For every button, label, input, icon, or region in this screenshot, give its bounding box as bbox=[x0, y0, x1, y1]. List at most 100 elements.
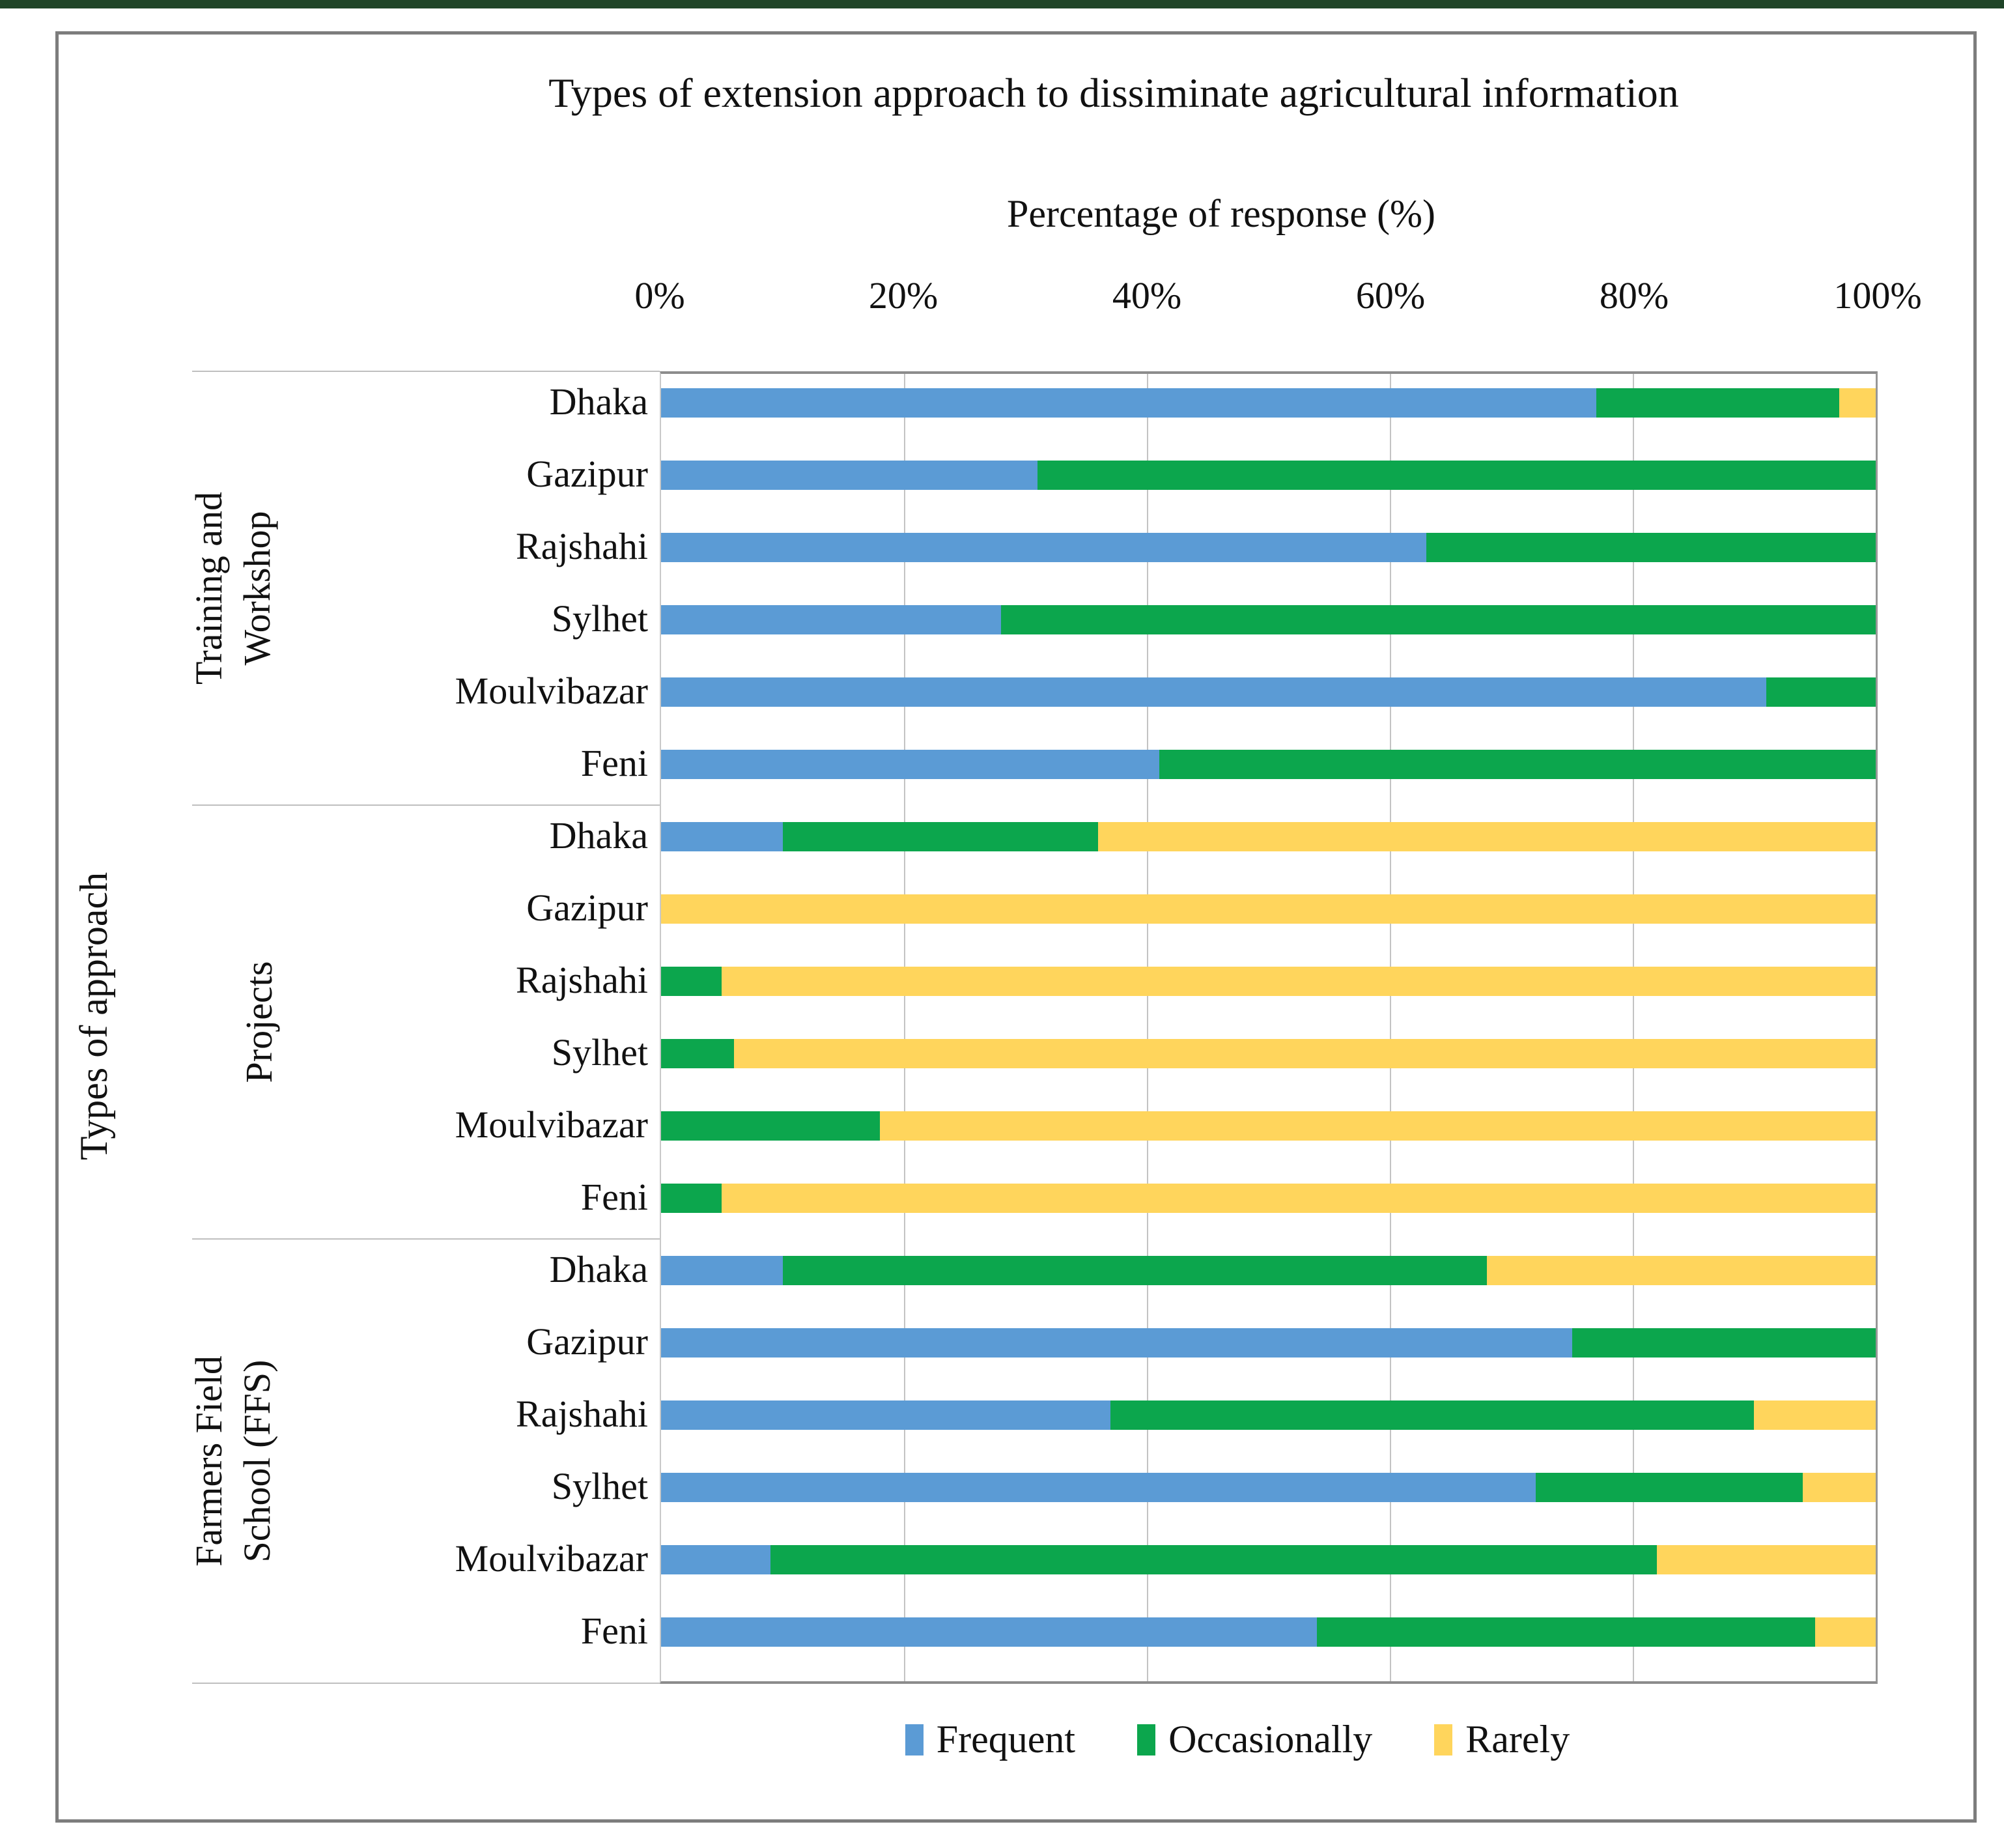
x-tick-label: 60% bbox=[1355, 274, 1426, 317]
bar-segment-occasionally bbox=[1766, 677, 1876, 707]
x-tick-label: 40% bbox=[1112, 274, 1182, 317]
bar-row bbox=[661, 1039, 1876, 1068]
bar-row bbox=[661, 533, 1876, 562]
group-label: Training and Workshop bbox=[188, 492, 278, 685]
gridline bbox=[1147, 374, 1148, 1681]
bar-row bbox=[661, 750, 1876, 779]
bar-segment-rarely bbox=[1657, 1545, 1876, 1574]
bar-segment-rarely bbox=[1487, 1256, 1876, 1285]
bar-row bbox=[661, 1328, 1876, 1358]
bar-row bbox=[661, 967, 1876, 996]
bar-segment-frequent bbox=[661, 1545, 770, 1574]
category-label: Moulvibazar bbox=[455, 669, 648, 712]
category-label: Sylhet bbox=[551, 597, 648, 640]
bar-segment-frequent bbox=[661, 677, 1767, 707]
bar-row bbox=[661, 677, 1876, 707]
legend-swatch-rarely bbox=[1434, 1724, 1453, 1756]
legend-swatch-occasionally bbox=[1137, 1724, 1156, 1756]
bar-segment-frequent bbox=[661, 1256, 783, 1285]
category-label: Sylhet bbox=[551, 1031, 648, 1073]
bar-segment-occasionally bbox=[1317, 1617, 1815, 1647]
legend-item: Occasionally bbox=[1137, 1717, 1372, 1762]
gridline bbox=[1390, 374, 1391, 1681]
bar-segment-rarely bbox=[722, 1184, 1876, 1213]
bar-row bbox=[661, 388, 1876, 418]
category-label: Moulvibazar bbox=[455, 1103, 648, 1146]
top-border-strip bbox=[0, 0, 2004, 8]
bar-segment-frequent bbox=[661, 461, 1038, 490]
bar-row bbox=[661, 1111, 1876, 1141]
x-tick-label: 100% bbox=[1833, 274, 1922, 317]
bar-segment-occasionally bbox=[782, 1256, 1488, 1285]
bar-segment-frequent bbox=[661, 1400, 1111, 1430]
gridline bbox=[904, 374, 905, 1681]
bar-segment-rarely bbox=[1754, 1400, 1876, 1430]
legend-item: Rarely bbox=[1434, 1717, 1570, 1762]
bar-segment-occasionally bbox=[770, 1545, 1658, 1574]
bar-row bbox=[661, 1184, 1876, 1213]
bar-segment-frequent bbox=[661, 388, 1597, 418]
bar-segment-occasionally bbox=[661, 1111, 880, 1141]
legend-label: Frequent bbox=[936, 1718, 1076, 1761]
bar-segment-frequent bbox=[661, 605, 1002, 634]
category-label: Feni bbox=[580, 1175, 648, 1218]
bar-segment-occasionally bbox=[782, 822, 1099, 851]
bar-segment-rarely bbox=[733, 1039, 1876, 1068]
bar-row bbox=[661, 1256, 1876, 1285]
gridline bbox=[1633, 374, 1634, 1681]
bar-segment-occasionally bbox=[661, 1039, 734, 1068]
legend: Frequent Occasionally Rarely bbox=[586, 1717, 1889, 1762]
bar-segment-rarely bbox=[1839, 388, 1876, 418]
category-label: Rajshahi bbox=[516, 524, 648, 567]
bar-segment-occasionally bbox=[1159, 750, 1876, 779]
bar-row bbox=[661, 1617, 1876, 1647]
bar-segment-frequent bbox=[661, 533, 1426, 562]
bar-segment-rarely bbox=[722, 967, 1876, 996]
bar-row bbox=[661, 1400, 1876, 1430]
category-label: Feni bbox=[580, 741, 648, 784]
x-tick-label: 0% bbox=[634, 274, 685, 317]
category-label: Rajshahi bbox=[516, 958, 648, 1001]
bar-segment-occasionally bbox=[1001, 605, 1876, 634]
bar-row bbox=[661, 461, 1876, 490]
bar-row bbox=[661, 1473, 1876, 1502]
x-tick-label: 80% bbox=[1599, 274, 1669, 317]
category-label: Sylhet bbox=[551, 1464, 648, 1507]
category-label: Gazipur bbox=[526, 1320, 648, 1363]
x-axis-tick-labels: 0% 20% 40% 60% 80% 100% bbox=[634, 274, 1921, 320]
bar-segment-occasionally bbox=[1572, 1328, 1876, 1358]
category-label: Moulvibazar bbox=[455, 1537, 648, 1580]
y-axis-title: Types of approach bbox=[72, 872, 115, 1161]
bar-segment-occasionally bbox=[1426, 533, 1876, 562]
bar-segment-rarely bbox=[1814, 1617, 1876, 1647]
legend-label: Occasionally bbox=[1168, 1718, 1373, 1761]
category-label: Dhaka bbox=[549, 1247, 648, 1290]
group-separator-line bbox=[192, 1683, 660, 1684]
group-label: Farmers Field School (FFS) bbox=[188, 1356, 278, 1567]
bar-segment-occasionally bbox=[661, 967, 722, 996]
bar-segment-rarely bbox=[879, 1111, 1876, 1141]
bar-row bbox=[661, 894, 1876, 924]
bar-row bbox=[661, 605, 1876, 634]
plot-area bbox=[660, 371, 1878, 1684]
bar-segment-frequent bbox=[661, 750, 1159, 779]
x-tick-label: 20% bbox=[868, 274, 938, 317]
group-separator-line bbox=[192, 371, 660, 372]
group-separator-line bbox=[192, 804, 660, 806]
bar-segment-frequent bbox=[661, 1328, 1572, 1358]
bar-segment-occasionally bbox=[661, 1184, 722, 1213]
bar-segment-rarely bbox=[661, 894, 1876, 924]
category-label: Gazipur bbox=[526, 452, 648, 495]
group-separator-line bbox=[192, 1238, 660, 1240]
bar-segment-frequent bbox=[661, 1473, 1536, 1502]
chart-title: Types of extension approach to dissimina… bbox=[548, 70, 1679, 116]
bar-segment-frequent bbox=[661, 1617, 1318, 1647]
legend-label: Rarely bbox=[1465, 1718, 1570, 1761]
bar-segment-frequent bbox=[661, 822, 783, 851]
bar-row bbox=[661, 822, 1876, 851]
category-label: Dhaka bbox=[549, 814, 648, 857]
legend-item: Frequent bbox=[905, 1717, 1075, 1762]
bar-row bbox=[661, 1545, 1876, 1574]
bar-segment-occasionally bbox=[1535, 1473, 1803, 1502]
